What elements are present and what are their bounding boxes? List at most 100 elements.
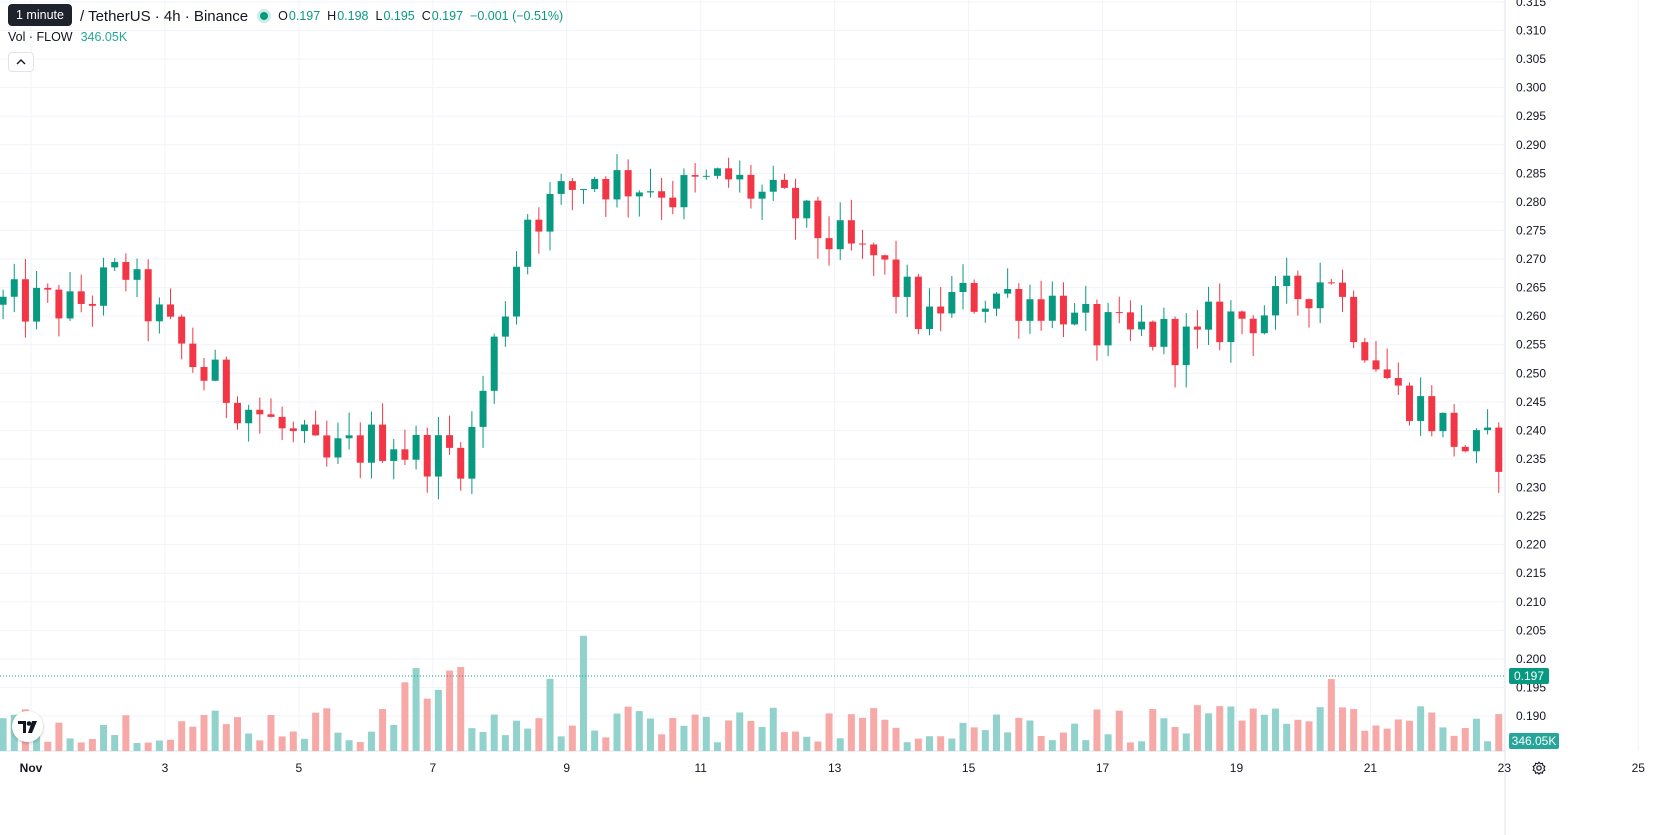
- candle-body: [1048, 295, 1056, 321]
- volume-bar: [278, 736, 286, 751]
- time-tick-label: Nov: [20, 761, 43, 775]
- candle-body: [959, 282, 967, 293]
- volume-bar: [1182, 733, 1190, 751]
- price-tick-label: 0.240: [1516, 423, 1546, 437]
- candle-body: [446, 435, 454, 448]
- volume-bar: [1316, 707, 1324, 751]
- candle-body: [792, 187, 800, 219]
- candle-body: [1205, 301, 1213, 330]
- volume-bar: [881, 719, 889, 751]
- volume-bar: [1193, 705, 1201, 751]
- candle-body: [457, 447, 465, 479]
- volume-bar: [635, 711, 643, 751]
- close-value: C0.197: [421, 9, 464, 23]
- candle-body: [702, 175, 710, 177]
- candle-body: [1294, 275, 1302, 300]
- volume-bar: [825, 713, 833, 751]
- volume-bar: [77, 742, 85, 751]
- volume-bar: [122, 715, 130, 751]
- candle-body: [970, 282, 978, 312]
- volume-bar: [591, 730, 599, 751]
- volume-bar: [535, 718, 543, 751]
- candle-body: [524, 219, 532, 267]
- chevron-up-icon: [16, 59, 26, 65]
- time-tick-label: 13: [828, 761, 842, 775]
- volume-bar: [792, 731, 800, 751]
- volume-value: 346.05K: [80, 30, 128, 44]
- volume-bar: [434, 689, 442, 751]
- volume-bar: [88, 739, 96, 751]
- volume-bar: [1205, 713, 1213, 751]
- market-status-icon[interactable]: [260, 12, 269, 20]
- volume-bar: [836, 738, 844, 751]
- price-tick-label: 0.280: [1516, 195, 1546, 209]
- time-tick-label: 9: [563, 761, 570, 775]
- candle-body: [434, 435, 442, 477]
- candle-body: [568, 181, 576, 190]
- volume-bar: [490, 714, 498, 751]
- volume-bar: [256, 740, 264, 751]
- volume-bar: [1383, 728, 1391, 751]
- price-tick-label: 0.210: [1516, 595, 1546, 609]
- volume-bar: [233, 717, 241, 751]
- candle-body: [66, 291, 74, 319]
- volume-bar: [468, 728, 476, 751]
- volume-bar: [155, 740, 163, 751]
- candle-body: [1238, 311, 1246, 319]
- volume-bar: [1082, 740, 1090, 751]
- volume-bar: [926, 736, 934, 751]
- price-tick-label: 0.225: [1516, 509, 1546, 523]
- volume-bar: [1305, 721, 1313, 751]
- gear-icon[interactable]: [1532, 761, 1546, 775]
- candle-body: [1439, 412, 1447, 432]
- candle-body: [859, 243, 867, 245]
- candle-body: [725, 168, 733, 180]
- volume-bar: [457, 666, 465, 751]
- candle-body: [256, 409, 264, 415]
- candle-body: [44, 287, 52, 290]
- price-axis: 0.1900.1950.2000.2050.2100.2150.2200.225…: [1516, 0, 1546, 723]
- volume-bar: [847, 714, 855, 751]
- collapse-legend-button[interactable]: [8, 52, 34, 72]
- volume-bar: [1495, 714, 1503, 751]
- symbol-title[interactable]: / TetherUS · 4h · Binance: [80, 7, 249, 25]
- volume-bar: [267, 715, 275, 751]
- volume-bar: [1216, 706, 1224, 751]
- volume-bar: [1327, 679, 1335, 751]
- volume-bar: [1138, 741, 1146, 751]
- price-tick-label: 0.270: [1516, 252, 1546, 266]
- time-tick-label: 7: [429, 761, 436, 775]
- price-tick-label: 0.260: [1516, 309, 1546, 323]
- volume-bar: [780, 732, 788, 751]
- volume-bar: [736, 712, 744, 751]
- candle-body: [1160, 318, 1168, 347]
- volume-bar: [1439, 727, 1447, 751]
- candle-body: [423, 434, 431, 477]
- candle-body: [10, 279, 18, 297]
- volume-bar: [1428, 712, 1436, 751]
- volume-bar: [646, 718, 654, 751]
- candle-body: [1495, 427, 1503, 472]
- volume-bar: [914, 738, 922, 751]
- candle-body: [144, 269, 152, 322]
- tradingview-logo[interactable]: [12, 711, 43, 742]
- candle-body: [1115, 312, 1123, 314]
- candle-body: [200, 367, 208, 381]
- volume-bar: [1171, 727, 1179, 751]
- candle-body: [323, 435, 331, 458]
- candle-body: [245, 409, 253, 424]
- price-tick-label: 0.290: [1516, 138, 1546, 152]
- volume-bar: [680, 725, 688, 751]
- candle-body: [379, 424, 387, 461]
- candle-body: [892, 259, 900, 297]
- candle-body: [100, 267, 108, 306]
- volume-bar: [1048, 740, 1056, 751]
- volume-bar: [1484, 741, 1492, 751]
- candle-body: [624, 170, 632, 197]
- price-tick-label: 0.245: [1516, 395, 1546, 409]
- volume-label[interactable]: Vol · FLOW: [8, 30, 73, 44]
- volume-bar: [1472, 718, 1480, 751]
- interval-tooltip: 1 minute: [8, 4, 72, 26]
